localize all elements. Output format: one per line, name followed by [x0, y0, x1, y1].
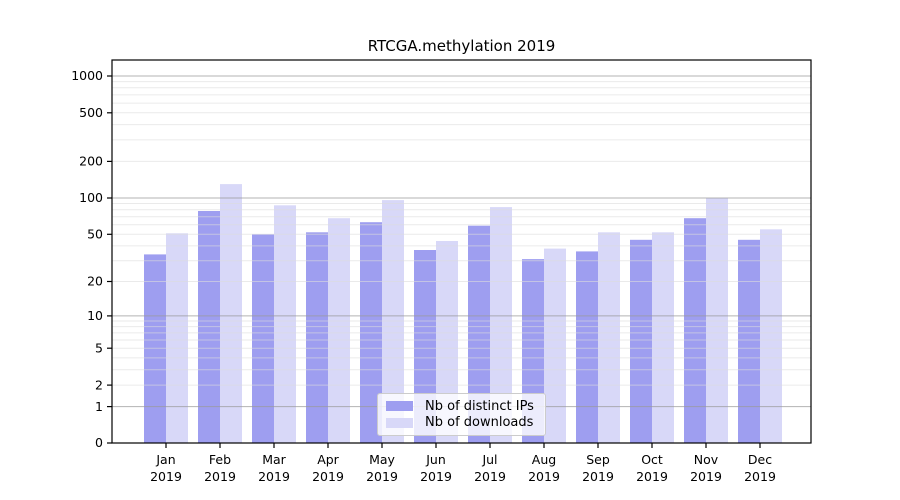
legend-item-downloads: Nb of downloads [386, 415, 537, 430]
bar-nb-of-downloads-jun [436, 241, 458, 443]
bar-nb-of-downloads-sep [598, 232, 620, 443]
legend-item-distinct-ips: Nb of distinct IPs [386, 399, 537, 414]
x-tick-sublabel-jan: 2019 [150, 469, 182, 484]
x-tick-label-sep: Sep [586, 452, 610, 467]
y-tick-label-1000: 1000 [71, 68, 103, 83]
x-tick-sublabel-mar: 2019 [258, 469, 290, 484]
y-tick-label-20: 20 [87, 274, 103, 289]
bar-nb-of-downloads-jul [490, 207, 512, 443]
bar-nb-of-downloads-oct [652, 232, 674, 443]
legend-label-distinct-ips: Nb of distinct IPs [425, 398, 534, 414]
bar-nb-of-downloads-jan [166, 233, 188, 443]
x-tick-sublabel-feb: 2019 [204, 469, 236, 484]
bar-nb-of-distinct-ips-sep [576, 251, 598, 443]
x-tick-label-jan: Jan [155, 452, 175, 467]
plot-border [111, 59, 812, 444]
bar-nb-of-distinct-ips-apr [306, 232, 328, 443]
legend-swatch-distinct-ips [386, 401, 413, 412]
y-tick-label-100: 100 [79, 190, 103, 205]
x-tick-sublabel-jul: 2019 [474, 469, 506, 484]
bar-nb-of-downloads-aug [544, 248, 566, 443]
legend-label-downloads: Nb of downloads [425, 415, 534, 431]
bar-nb-of-downloads-dec [760, 229, 782, 443]
legend: Nb of distinct IPs Nb of downloads [377, 393, 546, 436]
x-tick-label-jun: Jun [425, 452, 446, 467]
x-tick-sublabel-jun: 2019 [420, 469, 452, 484]
legend-swatch-downloads [386, 417, 413, 428]
x-tick-sublabel-oct: 2019 [636, 469, 668, 484]
x-tick-label-feb: Feb [209, 452, 231, 467]
x-tick-sublabel-dec: 2019 [744, 469, 776, 484]
bar-nb-of-distinct-ips-mar [252, 234, 274, 443]
bar-nb-of-distinct-ips-nov [684, 218, 706, 443]
x-tick-label-dec: Dec [748, 452, 772, 467]
y-tick-label-10: 10 [87, 308, 103, 323]
x-tick-sublabel-sep: 2019 [582, 469, 614, 484]
x-tick-label-aug: Aug [532, 452, 556, 467]
bar-nb-of-distinct-ips-dec [738, 239, 760, 443]
y-tick-label-2: 2 [95, 377, 103, 392]
y-tick-label-1: 1 [95, 399, 103, 414]
bar-nb-of-downloads-feb [220, 184, 242, 443]
x-tick-label-apr: Apr [317, 452, 339, 467]
y-tick-label-5: 5 [95, 340, 103, 355]
x-tick-sublabel-nov: 2019 [690, 469, 722, 484]
y-tick-label-500: 500 [79, 105, 103, 120]
x-tick-label-oct: Oct [641, 452, 663, 467]
bar-nb-of-downloads-mar [274, 205, 296, 443]
x-tick-label-may: May [369, 452, 395, 467]
y-tick-label-50: 50 [87, 227, 103, 242]
chart-title: RTCGA.methylation 2019 [367, 37, 556, 55]
x-tick-label-nov: Nov [694, 452, 719, 467]
y-tick-label-0: 0 [95, 435, 103, 450]
x-tick-sublabel-aug: 2019 [528, 469, 560, 484]
bar-nb-of-distinct-ips-oct [630, 239, 652, 443]
bar-nb-of-downloads-apr [328, 218, 350, 443]
x-tick-label-mar: Mar [262, 452, 286, 467]
y-tick-label-200: 200 [79, 154, 103, 169]
x-tick-sublabel-apr: 2019 [312, 469, 344, 484]
bar-nb-of-distinct-ips-jul [468, 225, 490, 443]
x-tick-label-jul: Jul [481, 452, 497, 467]
x-tick-sublabel-may: 2019 [366, 469, 398, 484]
